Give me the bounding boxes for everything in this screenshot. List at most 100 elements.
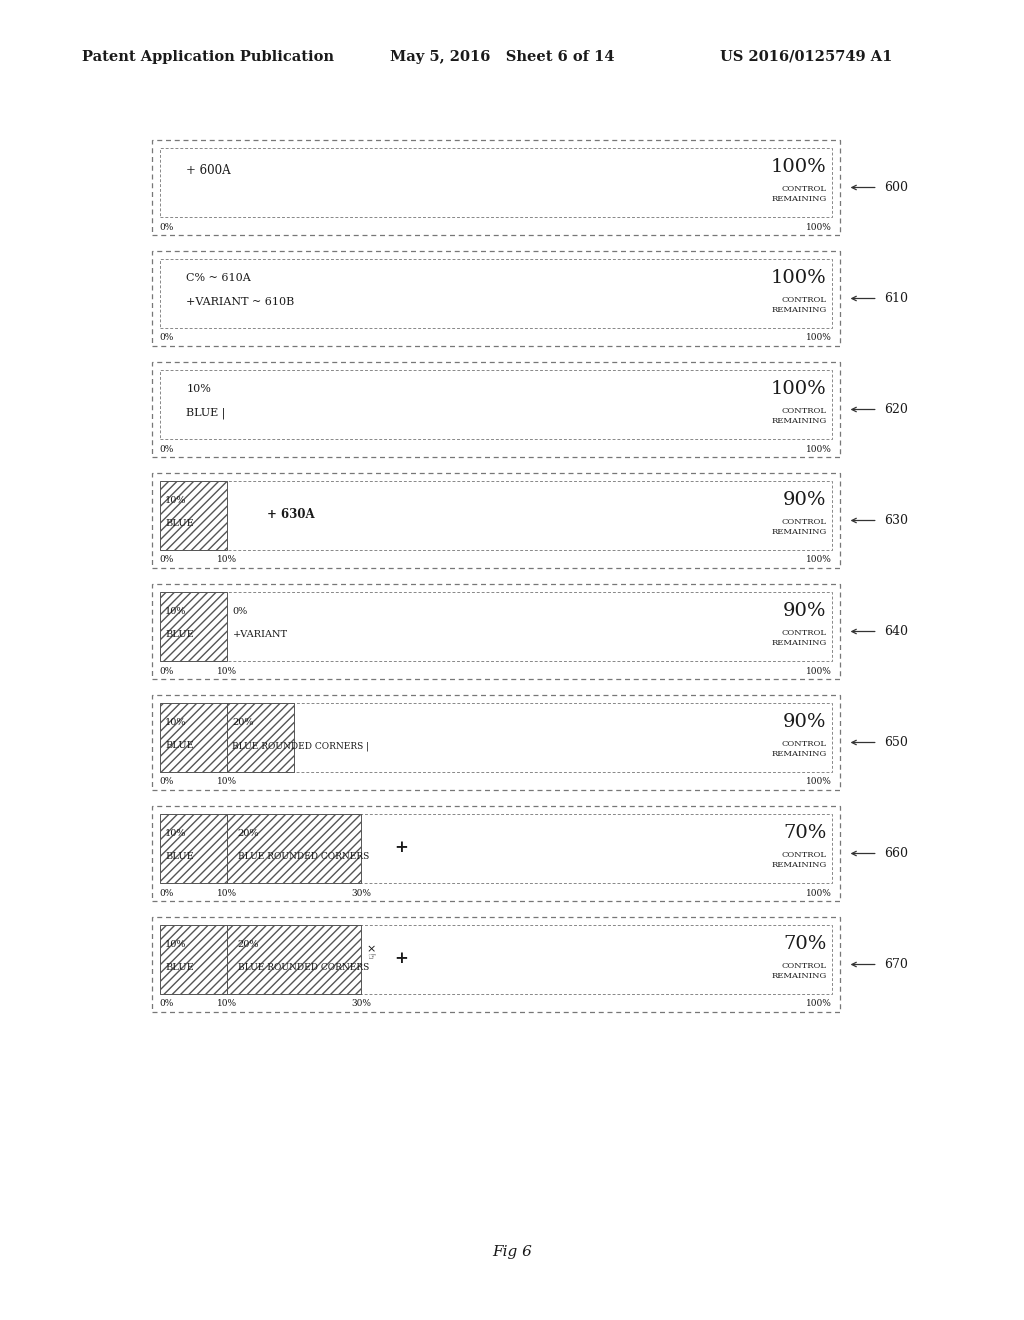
Text: 600: 600 [884, 181, 907, 194]
Bar [160, 148, 831, 216]
Text: 0%: 0% [160, 888, 174, 898]
Text: CONTROL
REMAINING: CONTROL REMAINING [771, 851, 826, 870]
Text: CONTROL
REMAINING: CONTROL REMAINING [771, 407, 826, 425]
Text: 20%: 20% [238, 829, 259, 838]
Text: 0%: 0% [160, 445, 174, 454]
Text: CONTROL
REMAINING: CONTROL REMAINING [771, 741, 826, 759]
Text: 0%: 0% [160, 334, 174, 342]
Text: C% ~ 610A: C% ~ 610A [186, 273, 251, 284]
Text: 100%: 100% [771, 269, 826, 286]
Text: BLUE |: BLUE | [186, 407, 226, 418]
Text: BLUE: BLUE [165, 964, 194, 973]
Bar [160, 259, 831, 327]
Text: BLUE: BLUE [165, 519, 194, 528]
Bar [160, 814, 831, 883]
Text: Patent Application Publication: Patent Application Publication [82, 50, 334, 63]
Text: 100%: 100% [806, 334, 831, 342]
Text: 100%: 100% [806, 223, 831, 231]
Text: 30%: 30% [351, 999, 371, 1008]
Text: 100%: 100% [806, 445, 831, 454]
Text: 70%: 70% [783, 824, 826, 842]
Text: 650: 650 [884, 737, 907, 748]
Text: 30%: 30% [351, 888, 371, 898]
Text: 90%: 90% [783, 602, 826, 619]
Text: +VARIANT ~ 610B: +VARIANT ~ 610B [186, 297, 295, 306]
Text: +VARIANT: +VARIANT [232, 630, 288, 639]
Text: ☞: ☞ [367, 952, 376, 962]
Text: +: + [394, 949, 409, 966]
Text: 20%: 20% [238, 940, 259, 949]
Bar [160, 591, 831, 661]
Text: BLUE ROUNDED CORNERS: BLUE ROUNDED CORNERS [238, 964, 369, 973]
Bar [160, 591, 226, 661]
Bar [152, 140, 840, 235]
Text: BLUE ROUNDED CORNERS: BLUE ROUNDED CORNERS [238, 853, 369, 861]
Bar [160, 704, 831, 772]
Text: 670: 670 [884, 958, 907, 972]
Text: 0%: 0% [160, 223, 174, 231]
Text: US 2016/0125749 A1: US 2016/0125749 A1 [720, 50, 892, 63]
Text: May 5, 2016   Sheet 6 of 14: May 5, 2016 Sheet 6 of 14 [390, 50, 614, 63]
Text: BLUE: BLUE [165, 853, 194, 861]
Bar [152, 473, 840, 568]
Text: 620: 620 [884, 403, 907, 416]
Bar [152, 696, 840, 789]
Text: CONTROL
REMAINING: CONTROL REMAINING [771, 962, 826, 981]
Text: 640: 640 [884, 624, 907, 638]
Text: 0%: 0% [232, 607, 248, 616]
Text: CONTROL
REMAINING: CONTROL REMAINING [771, 630, 826, 647]
Text: 90%: 90% [783, 491, 826, 508]
Text: 100%: 100% [771, 157, 826, 176]
Text: 10%: 10% [165, 718, 186, 727]
Bar [226, 704, 294, 772]
Text: 10%: 10% [217, 999, 237, 1008]
Text: 0%: 0% [160, 999, 174, 1008]
Text: CONTROL
REMAINING: CONTROL REMAINING [771, 517, 826, 536]
Bar [152, 583, 840, 678]
Text: 10%: 10% [217, 556, 237, 565]
Bar [160, 814, 226, 883]
Bar [226, 925, 361, 994]
Text: 10%: 10% [165, 496, 186, 504]
Text: 90%: 90% [783, 713, 826, 731]
Bar [226, 814, 361, 883]
Text: 100%: 100% [806, 888, 831, 898]
Text: +: + [394, 838, 409, 855]
Text: CONTROL
REMAINING: CONTROL REMAINING [771, 296, 826, 314]
Bar [152, 251, 840, 346]
Text: 0%: 0% [160, 777, 174, 787]
Text: CONTROL
REMAINING: CONTROL REMAINING [771, 185, 826, 203]
Bar [152, 917, 840, 1012]
Text: 660: 660 [884, 847, 907, 861]
Bar [152, 807, 840, 902]
Text: 100%: 100% [806, 556, 831, 565]
Text: 100%: 100% [806, 999, 831, 1008]
Text: BLUE ROUNDED CORNERS |: BLUE ROUNDED CORNERS | [232, 741, 370, 751]
Text: 100%: 100% [771, 380, 826, 397]
Bar [160, 925, 831, 994]
Text: 10%: 10% [165, 829, 186, 838]
Bar [160, 480, 831, 550]
Text: 100%: 100% [806, 777, 831, 787]
Text: + 600A: + 600A [186, 164, 231, 177]
Text: 10%: 10% [217, 667, 237, 676]
Text: 0%: 0% [160, 667, 174, 676]
Text: 10%: 10% [165, 940, 186, 949]
Bar [152, 362, 840, 457]
Bar [160, 480, 226, 550]
Text: 70%: 70% [783, 935, 826, 953]
Text: 20%: 20% [232, 718, 254, 727]
Bar [160, 704, 226, 772]
Text: 610: 610 [884, 292, 907, 305]
Text: Fig 6: Fig 6 [493, 1245, 531, 1259]
Text: 630: 630 [884, 513, 907, 527]
Text: 0%: 0% [160, 556, 174, 565]
Text: 10%: 10% [186, 384, 211, 395]
Text: BLUE: BLUE [165, 742, 194, 750]
Text: 10%: 10% [217, 777, 237, 787]
Text: 10%: 10% [165, 607, 186, 616]
Text: ×: × [367, 944, 376, 954]
Text: 100%: 100% [806, 667, 831, 676]
Text: 10%: 10% [217, 888, 237, 898]
Bar [160, 925, 226, 994]
